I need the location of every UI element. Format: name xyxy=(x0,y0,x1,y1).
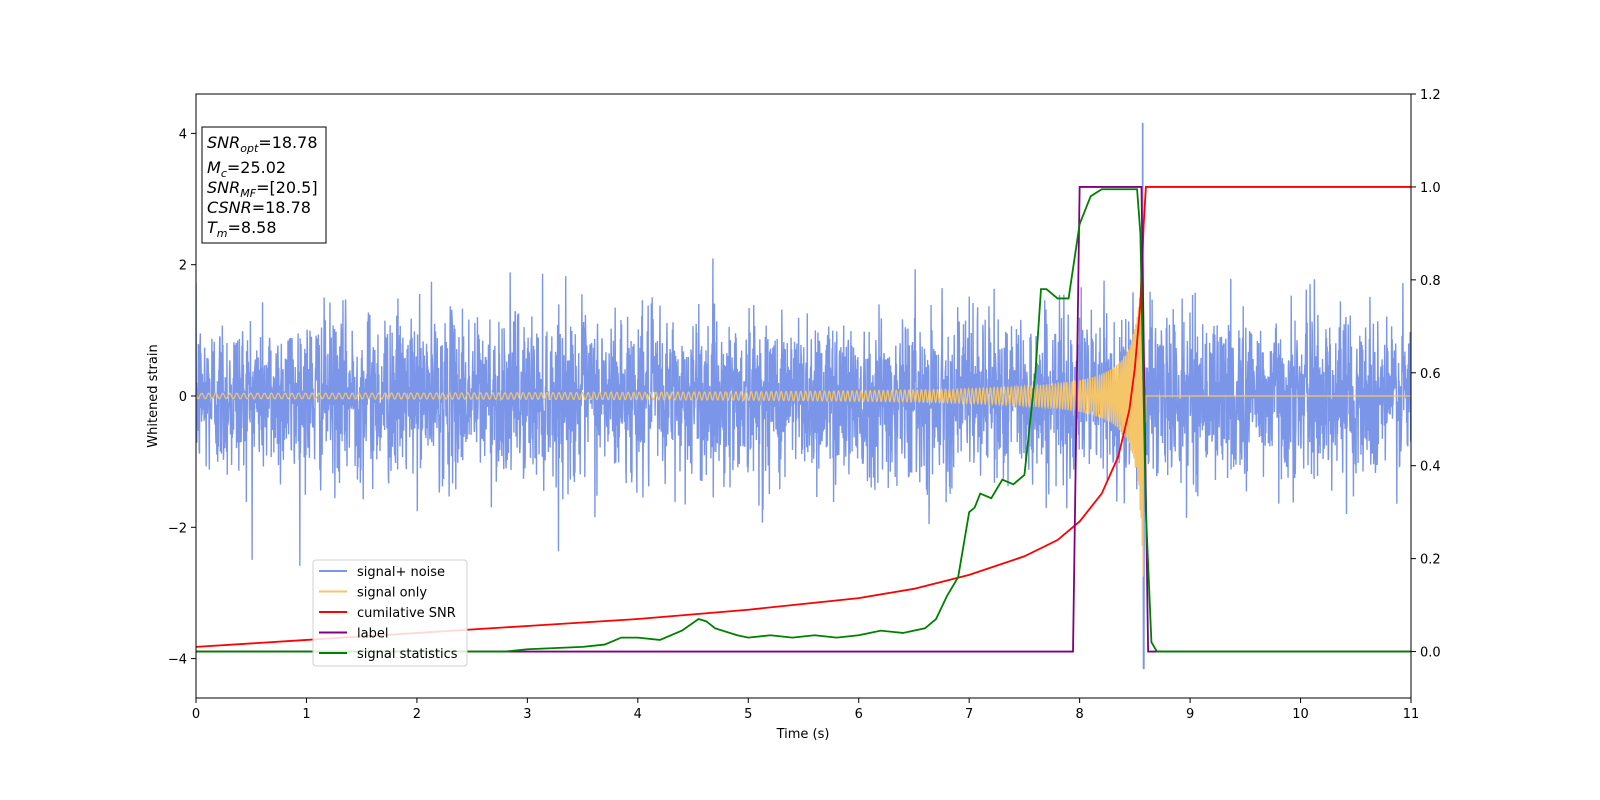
annotation-subscript: MF xyxy=(240,187,256,200)
x-tick-label: 0 xyxy=(192,707,200,722)
y-tick-label: 4 xyxy=(179,127,187,142)
y2-tick-label: 0.0 xyxy=(1420,646,1441,661)
annotation-symbol: T xyxy=(207,218,218,237)
x-tick-label: 6 xyxy=(855,707,863,722)
annotation-box: SNRopt=18.78Mc=25.02SNRMF=[20.5]CSNR=18.… xyxy=(201,126,327,244)
y2-tick-label: 1.0 xyxy=(1420,181,1441,196)
y-tick-label: −4 xyxy=(168,653,187,668)
axes-layer: 0 1 2 3 4 5 6 7 8 9 10 11 −4 −2 0 2 4 0.0 0.2 0.4 0.6 0.8 1.0 1… xyxy=(168,88,1441,722)
x-tick-label: 5 xyxy=(744,707,752,722)
x-tick-label: 8 xyxy=(1075,707,1083,722)
annotation-frame xyxy=(201,126,327,244)
annotation-value: =8.58 xyxy=(228,218,277,237)
x-tick-label: 4 xyxy=(634,707,642,722)
legend-entry: cumilative SNR xyxy=(357,606,456,621)
x-tick-label: 3 xyxy=(523,707,531,722)
y2-tick-label: 0.2 xyxy=(1420,553,1441,568)
annotation-symbol: SNR xyxy=(207,133,240,152)
y-axis-label: Whitened strain xyxy=(146,344,161,447)
x-tick-label: 1 xyxy=(302,707,310,722)
annotation-value: =18.78 xyxy=(252,198,311,217)
x-tick-label: 11 xyxy=(1403,707,1420,722)
y2-tick-label: 0.4 xyxy=(1420,460,1441,475)
legend-frame xyxy=(312,559,468,667)
series-group xyxy=(196,122,1411,670)
annotation-line: Mc=25.02 xyxy=(207,158,286,180)
legend: signal+ noise signal only cumilative SNR la… xyxy=(312,559,468,667)
annotation-value: =25.02 xyxy=(227,158,286,177)
x-axis-label: Time (s) xyxy=(776,727,830,742)
series-cumulative-snr xyxy=(196,186,1411,648)
x-tick-label: 10 xyxy=(1292,707,1309,722)
annotation-line: CSNR=18.78 xyxy=(207,198,311,217)
annotation-line: Tm=8.58 xyxy=(207,218,277,240)
annotation-line: SNRopt=18.78 xyxy=(207,133,318,155)
x-tick-label: 7 xyxy=(965,707,973,722)
y2-tick-label: 0.8 xyxy=(1420,274,1441,289)
y2-tick-label: 1.2 xyxy=(1420,88,1441,103)
series-signal-statistics xyxy=(196,188,1411,653)
legend-entry: label xyxy=(357,627,388,642)
legend-entry: signal+ noise xyxy=(357,565,445,580)
annotation-value: =[20.5] xyxy=(256,178,318,197)
annotation-subscript: m xyxy=(217,227,228,240)
annotation-symbol: M xyxy=(207,158,221,177)
annotation-line: SNRMF=[20.5] xyxy=(207,178,318,200)
y2-tick-label: 0.6 xyxy=(1420,367,1441,382)
annotation-subscript: c xyxy=(221,167,227,180)
x-tick-label: 2 xyxy=(413,707,421,722)
series-signal-only xyxy=(196,187,1411,577)
plot-layer xyxy=(196,122,1411,670)
annotation-subscript: opt xyxy=(240,142,259,155)
y-tick-label: −2 xyxy=(168,521,187,536)
x-tick-label: 9 xyxy=(1186,707,1194,722)
annotation-symbol: SNR xyxy=(207,178,240,197)
annotation-value: =18.78 xyxy=(258,133,317,152)
y-tick-label: 0 xyxy=(179,390,187,405)
legend-entry: signal statistics xyxy=(357,647,458,662)
y-tick-label: 2 xyxy=(179,259,187,274)
legend-entry: signal only xyxy=(357,586,427,601)
annotation-symbol: CSNR xyxy=(207,198,252,217)
